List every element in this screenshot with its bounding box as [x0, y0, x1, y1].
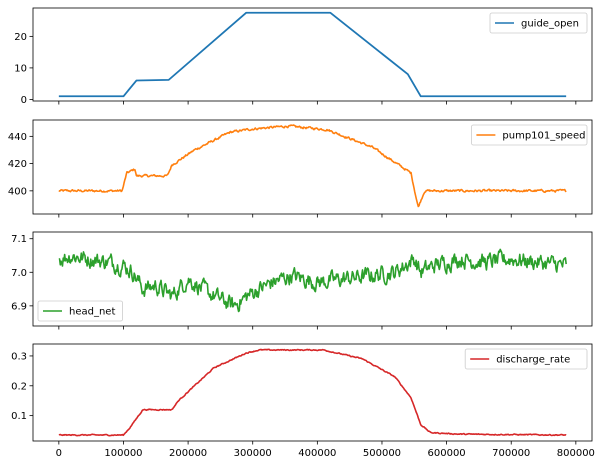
legend-box	[464, 348, 588, 370]
y-tick-label: 0.2	[11, 381, 27, 392]
legend: pump101_speed	[470, 124, 588, 146]
legend-label: head_net	[69, 307, 115, 318]
x-tick-label: 300000	[234, 448, 272, 459]
panel-3: 6.9 7.0 7.1 head_net	[11, 231, 593, 330]
y-tick-label: 20	[14, 32, 27, 43]
x-tick-label: 800000	[557, 448, 595, 459]
panels: 0 10 20 guide_open 400 420 440 pump101_speed 6.9…	[8, 7, 595, 459]
legend: guide_open	[489, 12, 588, 34]
legend-label: pump101_speed	[502, 131, 585, 142]
panel-4: 0.1 0.2 0.3 0 100000 200000 300000 400000 500000…	[11, 343, 595, 459]
series-line-pump101_speed	[58, 124, 567, 208]
legend-box	[37, 300, 123, 322]
y-tick-label: 0	[21, 95, 27, 106]
panel-1: 0 10 20 guide_open	[14, 7, 593, 106]
panel-2: 400 420 440 pump101_speed	[8, 119, 593, 218]
x-tick-label: 500000	[363, 448, 401, 459]
y-tick-label: 7.0	[11, 268, 27, 279]
y-tick-label: 420	[8, 159, 27, 170]
x-tick-label: 600000	[428, 448, 466, 459]
legend-box	[489, 12, 588, 34]
x-tick-label: 200000	[169, 448, 207, 459]
series-line-guide_open	[58, 11, 567, 98]
x-tick-label: 700000	[492, 448, 530, 459]
series-line-discharge_rate	[58, 348, 567, 437]
y-tick-label: 0.3	[11, 351, 27, 362]
axes-frame	[32, 343, 593, 442]
y-tick-label: 400	[8, 186, 27, 197]
legend-box	[470, 124, 588, 146]
axes-frame	[32, 231, 593, 327]
legend: discharge_rate	[464, 348, 588, 370]
y-tick-label: 7.1	[11, 234, 27, 245]
legend: head_net	[37, 300, 123, 322]
axes-frame	[32, 7, 593, 102]
axes-frame	[32, 119, 593, 215]
series-line-head_net	[58, 248, 567, 313]
y-tick-label: 0.1	[11, 411, 27, 422]
x-tick-label: 0	[56, 448, 62, 459]
y-tick-label: 10	[14, 63, 27, 74]
y-tick-label: 6.9	[11, 301, 27, 312]
legend-label: discharge_rate	[496, 355, 570, 366]
y-tick-label: 440	[8, 132, 27, 143]
legend-label: guide_open	[521, 19, 579, 30]
x-tick-label: 400000	[298, 448, 336, 459]
x-tick-label: 100000	[104, 448, 142, 459]
